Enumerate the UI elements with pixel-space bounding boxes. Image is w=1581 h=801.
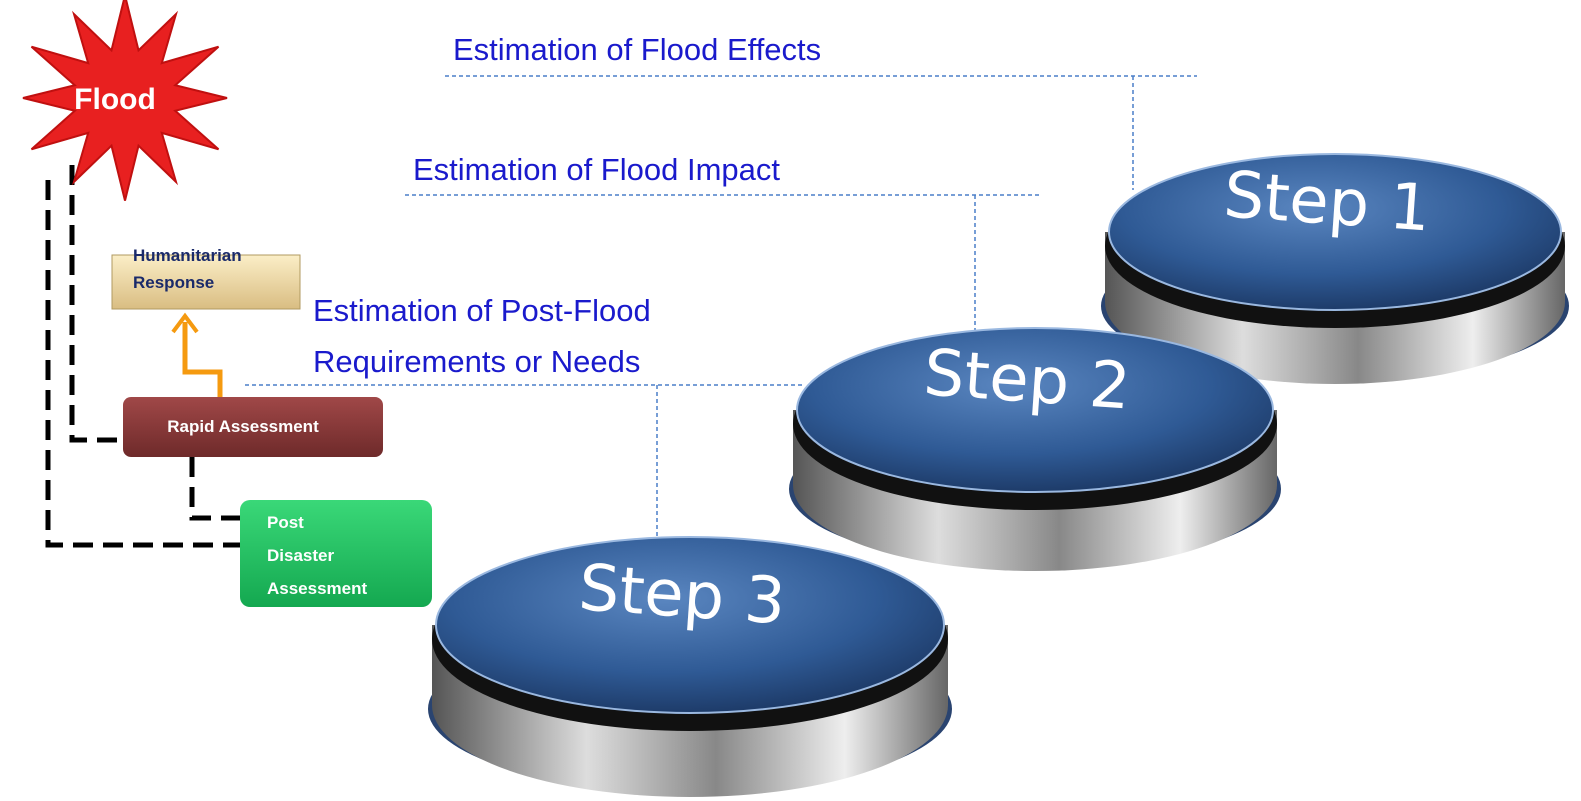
step-label: Step 2	[921, 336, 1132, 424]
steps: Step 1 Step 2 Step 3	[428, 154, 1569, 797]
page: Estimation of Flood Effects Estimation o…	[0, 0, 1581, 801]
box-text: Disaster	[267, 546, 334, 565]
box-text: Humanitarian	[133, 246, 242, 265]
box-text: Response	[133, 273, 214, 292]
arrow	[185, 322, 220, 398]
box-text: Assessment	[267, 579, 368, 598]
effects-label: Estimation of Flood Effects	[453, 32, 821, 67]
box-text: Post	[267, 513, 304, 532]
step-label: Step 3	[576, 551, 787, 639]
impact-leader	[405, 195, 1040, 355]
flood-label: Flood	[74, 83, 156, 116]
impact-label: Estimation of Flood Impact	[413, 152, 780, 187]
diagram: Estimation of Flood Effects Estimation o…	[0, 0, 1581, 801]
needs-label: Requirements or Needs	[313, 344, 640, 379]
flow-line	[48, 180, 240, 545]
flow-line	[192, 457, 240, 518]
needs-label: Estimation of Post-Flood	[313, 293, 651, 328]
box-text: Rapid Assessment	[167, 417, 319, 436]
step-label: Step 1	[1221, 158, 1432, 246]
